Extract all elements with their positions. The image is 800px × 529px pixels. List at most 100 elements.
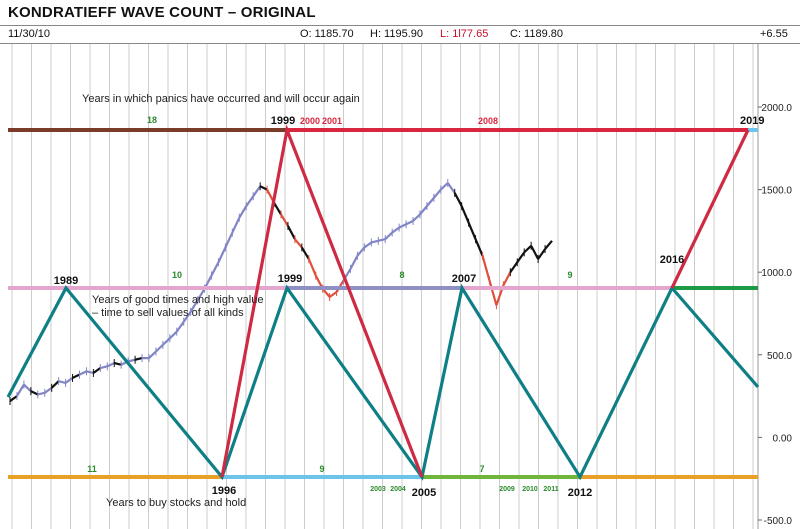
price-segment: [349, 255, 359, 270]
header-high: H: 1195.90: [370, 28, 424, 40]
price-segment: [300, 246, 310, 260]
good-cycle-length: 8: [399, 270, 404, 280]
price-segment: [148, 350, 157, 359]
price-segment: [58, 380, 66, 384]
title-divider: [0, 25, 800, 26]
price-segment: [16, 383, 25, 397]
price-segment: [37, 391, 45, 396]
price-segment: [245, 195, 255, 207]
buy-year-label: 2005: [412, 487, 436, 499]
y-tick-label: 2000.0: [761, 103, 792, 114]
price-segment: [259, 185, 268, 191]
good-cycle-length: 10: [172, 270, 182, 280]
good-annotation-1: Years of good times and high value: [92, 294, 263, 306]
chart-title: KONDRATIEFF WAVE COUNT – ORIGINAL: [8, 4, 316, 21]
kondratieff-chart: 2000.0 1500.0 1000.0 500.0 0.00 -500.0 Years …: [6, 44, 792, 529]
price-segment: [169, 330, 178, 340]
y-axis: 2000.0 1500.0 1000.0 500.0 0.00 -500.0: [758, 103, 792, 527]
price-segment: [294, 238, 303, 249]
price-segment: [30, 390, 39, 396]
price-segment: [398, 223, 407, 229]
wave-lines: [6, 124, 760, 481]
price-segment: [175, 321, 185, 333]
price-segment: [72, 373, 80, 379]
price-segment: [391, 226, 400, 234]
y-tick-label: 1500.0: [761, 186, 792, 197]
price-segment: [384, 231, 393, 240]
price-segment: [64, 377, 74, 384]
header-close: C: 1189.80: [510, 28, 564, 40]
panic-annotation: Years in which panics have occurred and …: [82, 93, 360, 105]
price-segment: [44, 386, 53, 394]
price-series: [9, 178, 553, 406]
price-segment: [238, 205, 248, 219]
panic-year-label: 2008: [478, 116, 498, 126]
small-year-label: 2003: [370, 486, 386, 493]
price-segment: [502, 271, 512, 286]
price-segment: [321, 288, 331, 298]
price-segment: [252, 185, 262, 197]
price-segment: [100, 365, 108, 370]
price-segment: [488, 280, 498, 306]
price-segment: [182, 311, 192, 323]
price-segment: [481, 255, 491, 281]
price-segment: [378, 238, 386, 242]
buy-year-label: 2012: [568, 487, 592, 499]
price-segment: [537, 248, 546, 260]
buy-cycle-length: 11: [87, 464, 97, 474]
header-low: L: 1l77.65: [440, 28, 489, 40]
price-segment: [440, 182, 449, 191]
price-segment: [280, 213, 289, 227]
price-segment: [134, 357, 143, 361]
price-segment: [509, 261, 519, 273]
price-segment: [453, 192, 463, 207]
small-year-label: 2009: [499, 486, 515, 493]
good-year-label: 2016: [660, 254, 684, 266]
price-segment: [9, 395, 18, 402]
cycle-lines: [8, 128, 758, 479]
y-tick-label: 500.0: [767, 351, 792, 362]
buy-cycle-length: 9: [319, 464, 324, 474]
red-wave-1: [220, 124, 424, 478]
price-segment: [433, 188, 442, 199]
price-segment: [474, 238, 484, 257]
price-segment: [196, 288, 206, 301]
y-tick-label: -500.0: [764, 516, 793, 527]
price-segment: [516, 251, 526, 263]
price-segment: [217, 246, 227, 263]
good-cycle-length: 9: [567, 270, 572, 280]
chart-labels: Years in which panics have occurred and …: [54, 93, 765, 509]
price-segment: [530, 245, 540, 260]
ohlc-header: 11/30/10 O: 1185.70 H: 1195.90 L: 1l77.6…: [0, 27, 800, 43]
price-segment: [363, 241, 372, 249]
header-change: +6.55: [760, 28, 788, 40]
buy-annotation: Years to buy stocks and hold: [106, 497, 246, 509]
header-date: 11/30/10: [8, 28, 51, 40]
panic-year-label: 2000: [300, 116, 320, 126]
price-segment: [356, 246, 366, 257]
price-segment: [23, 383, 32, 392]
price-segment: [86, 370, 94, 375]
price-segment: [446, 182, 456, 194]
price-segment: [155, 344, 164, 353]
price-segment: [544, 240, 553, 250]
small-year-label: 2010: [522, 486, 538, 493]
price-segment: [273, 202, 282, 215]
price-segment: [106, 362, 115, 368]
price-segment: [523, 244, 532, 254]
price-segment: [371, 239, 379, 244]
price-segment: [210, 261, 220, 277]
buy-cycle-length: 7: [479, 464, 484, 474]
price-segment: [286, 225, 296, 240]
panic-year-label: 1999: [271, 115, 295, 127]
price-segment: [79, 370, 87, 376]
price-segment: [329, 291, 338, 298]
price-segment: [307, 258, 317, 276]
y-tick-label: 0.00: [773, 433, 793, 444]
price-segment: [50, 380, 60, 389]
price-segment: [224, 232, 234, 248]
small-year-label: 2004: [390, 486, 406, 493]
header-open: O: 1185.70: [300, 28, 354, 40]
price-segment: [419, 205, 428, 216]
price-segment: [127, 358, 136, 363]
